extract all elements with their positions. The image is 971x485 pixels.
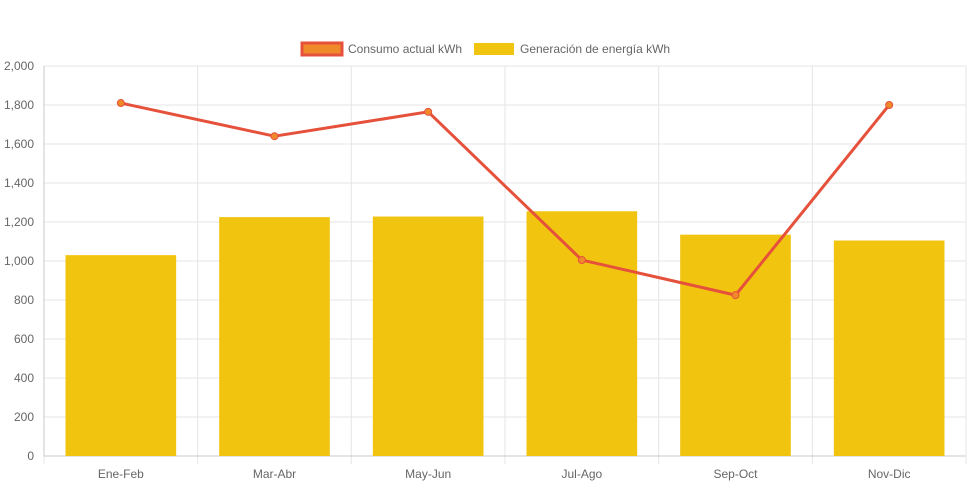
y-tick-label: 1,000 [4,254,34,268]
point-consumo[interactable] [116,99,125,108]
point-consumo[interactable] [577,256,586,265]
x-tick-label: Sep-Oct [713,467,758,481]
y-tick-label: 600 [14,332,34,346]
x-tick-label: Jul-Ago [561,467,602,481]
bar-generacion[interactable] [526,211,638,456]
grid-lines [43,65,967,464]
legend: Consumo actual kWh Generación de energía… [300,41,670,57]
y-tick-label: 400 [14,371,34,385]
bar-generacion[interactable] [219,217,330,456]
bar-series-generacion [65,211,945,456]
y-tick-label: 800 [14,293,34,307]
bar-generacion[interactable] [65,255,177,456]
y-tick-label: 1,600 [4,137,34,151]
y-tick-label: 0 [27,449,34,463]
y-tick-label: 200 [14,410,34,424]
y-tick-label: 1,200 [4,215,34,229]
legend-item-generacion[interactable]: Generación de energía kWh [474,42,670,56]
bar-generacion[interactable] [833,240,945,456]
line-series-consumo [116,99,894,300]
y-tick-label: 1,400 [4,176,34,190]
legend-swatch-consumo [300,41,344,57]
bar-generacion[interactable] [680,234,791,456]
point-consumo[interactable] [885,101,894,109]
x-tick-label: Mar-Abr [253,467,296,481]
x-axis: Ene-Feb Mar-Abr May-Jun Jul-Ago Sep-Oct Nov-D… [44,455,966,481]
line-consumo [120,101,891,297]
y-axis: 0 200 400 600 800 1,000 1,200 1,400 1,600 1,800 2,… [4,59,45,463]
legend-swatch-generacion [474,43,514,55]
y-tick-label: 2,000 [4,59,34,73]
x-tick-label: May-Jun [405,467,451,481]
point-consumo[interactable] [424,107,433,116]
bar-generacion[interactable] [372,216,484,456]
point-consumo[interactable] [270,132,279,141]
x-tick-label: Ene-Feb [98,467,144,481]
legend-label-generacion: Generación de energía kWh [520,42,670,56]
legend-label-consumo: Consumo actual kWh [348,42,462,56]
y-tick-label: 1,800 [4,98,34,112]
point-consumo[interactable] [731,291,740,300]
legend-item-consumo[interactable]: Consumo actual kWh [300,41,462,57]
x-tick-label: Nov-Dic [868,467,911,481]
